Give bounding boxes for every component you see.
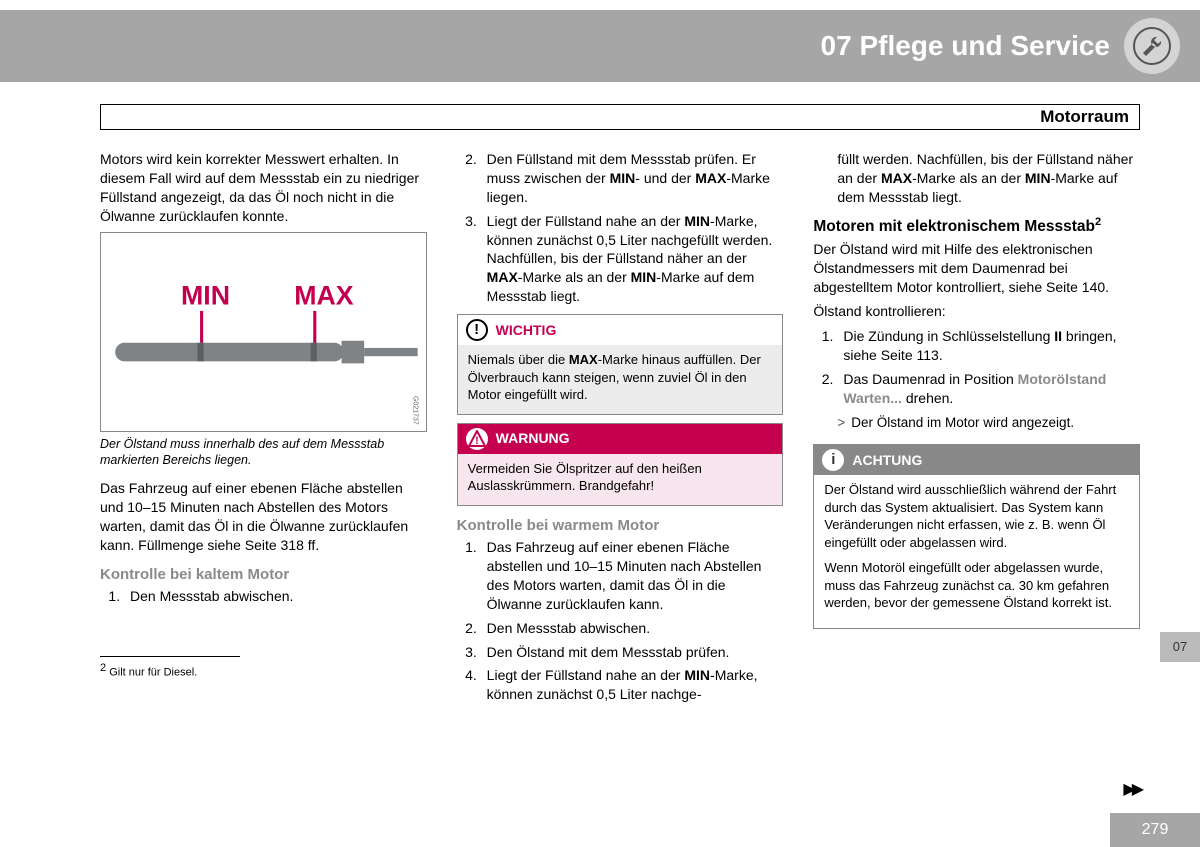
note-callout: i ACHTUNG Der Ölstand wird ausschließlic…: [813, 444, 1140, 629]
dipstick-figure: MIN MAX G021737: [100, 232, 427, 432]
check-label: Ölstand kontrollieren:: [813, 302, 1140, 321]
list-item: Die Zündung in Schlüsselstellung II brin…: [837, 327, 1140, 365]
content-columns: Motors wird kein korrekter Messwert erha…: [100, 150, 1140, 710]
side-tab: 07: [1160, 632, 1200, 662]
result-line: Der Ölstand im Motor wird angezeigt.: [813, 414, 1140, 432]
min-label: MIN: [181, 280, 230, 310]
cold-steps-cont: Den Füllstand mit dem Messstab prüfen. E…: [457, 150, 784, 306]
svg-text:!: !: [475, 435, 479, 447]
note-title: ACHTUNG: [852, 451, 922, 470]
chapter-title: 07 Pflege und Service: [821, 27, 1110, 65]
figure-caption: Der Ölstand muss innerhalb des auf dem M…: [100, 436, 427, 470]
warning-icon: !: [466, 428, 488, 450]
warm-step-cont: füllt werden. Nachfüllen, bis der Füllst…: [813, 150, 1140, 207]
cold-heading: Kontrolle bei kaltem Motor: [100, 565, 427, 585]
warning-body: Vermeiden Sie Ölspritzer auf den heißen …: [458, 454, 783, 505]
footnote-rule: [100, 656, 240, 657]
column-3: füllt werden. Nachfüllen, bis der Füllst…: [813, 150, 1140, 710]
note-body: Der Ölstand wird ausschließlich während …: [814, 475, 1139, 628]
list-item: Den Füllstand mit dem Messstab prüfen. E…: [481, 150, 784, 207]
list-item: Den Messstab abwischen.: [481, 619, 784, 638]
list-item: Das Fahrzeug auf einer ebenen Fläche abs…: [481, 538, 784, 614]
intro-paragraph: Motors wird kein korrekter Messwert erha…: [100, 150, 427, 226]
max-label: MAX: [294, 280, 354, 310]
note-header: i ACHTUNG: [814, 445, 1139, 475]
section-subheader-box: Motorraum: [100, 104, 1140, 130]
footnote: 2 Gilt nur für Diesel.: [100, 661, 427, 681]
important-callout: ! WICHTIG Niemals über die MAX-Marke hin…: [457, 314, 784, 415]
warning-title: WARNUNG: [496, 429, 570, 448]
list-item: Das Daumenrad in Position Motorölstand W…: [837, 370, 1140, 408]
section-subheader: Motorraum: [1040, 106, 1129, 129]
page-number: 279: [1110, 813, 1200, 847]
info-icon: i: [822, 449, 844, 471]
wrench-icon: [1124, 18, 1180, 74]
important-title: WICHTIG: [496, 321, 557, 340]
warm-heading: Kontrolle bei warmem Motor: [457, 516, 784, 536]
figure-code: G021737: [410, 396, 419, 425]
list-item: Liegt der Füllstand nahe an der MIN-Mark…: [481, 212, 784, 306]
chapter-header: 07 Pflege und Service: [0, 10, 1200, 82]
cold-steps: Den Messstab abwischen.: [100, 587, 427, 606]
warning-callout: ! WARNUNG Vermeiden Sie Ölspritzer auf d…: [457, 423, 784, 506]
column-2: Den Füllstand mit dem Messstab prüfen. E…: [457, 150, 784, 710]
important-body: Niemals über die MAX-Marke hinaus auffül…: [458, 345, 783, 414]
list-item: Den Ölstand mit dem Messstab prüfen.: [481, 643, 784, 662]
electronic-para: Der Ölstand wird mit Hilfe des elektroni…: [813, 240, 1140, 297]
continue-icon: ▶▶: [1123, 779, 1140, 801]
column-1: Motors wird kein korrekter Messwert erha…: [100, 150, 427, 710]
electronic-heading: Motoren mit elektronischem Messstab2: [813, 215, 1140, 238]
important-header: ! WICHTIG: [458, 315, 783, 345]
park-paragraph: Das Fahrzeug auf einer ebenen Fläche abs…: [100, 479, 427, 555]
list-item: Liegt der Füllstand nahe an der MIN-Mark…: [481, 666, 784, 704]
important-icon: !: [466, 319, 488, 341]
electronic-steps: Die Zündung in Schlüsselstellung II brin…: [813, 327, 1140, 408]
list-item: Den Messstab abwischen.: [124, 587, 427, 606]
warm-steps: Das Fahrzeug auf einer ebenen Fläche abs…: [457, 538, 784, 704]
warning-header: ! WARNUNG: [458, 424, 783, 454]
